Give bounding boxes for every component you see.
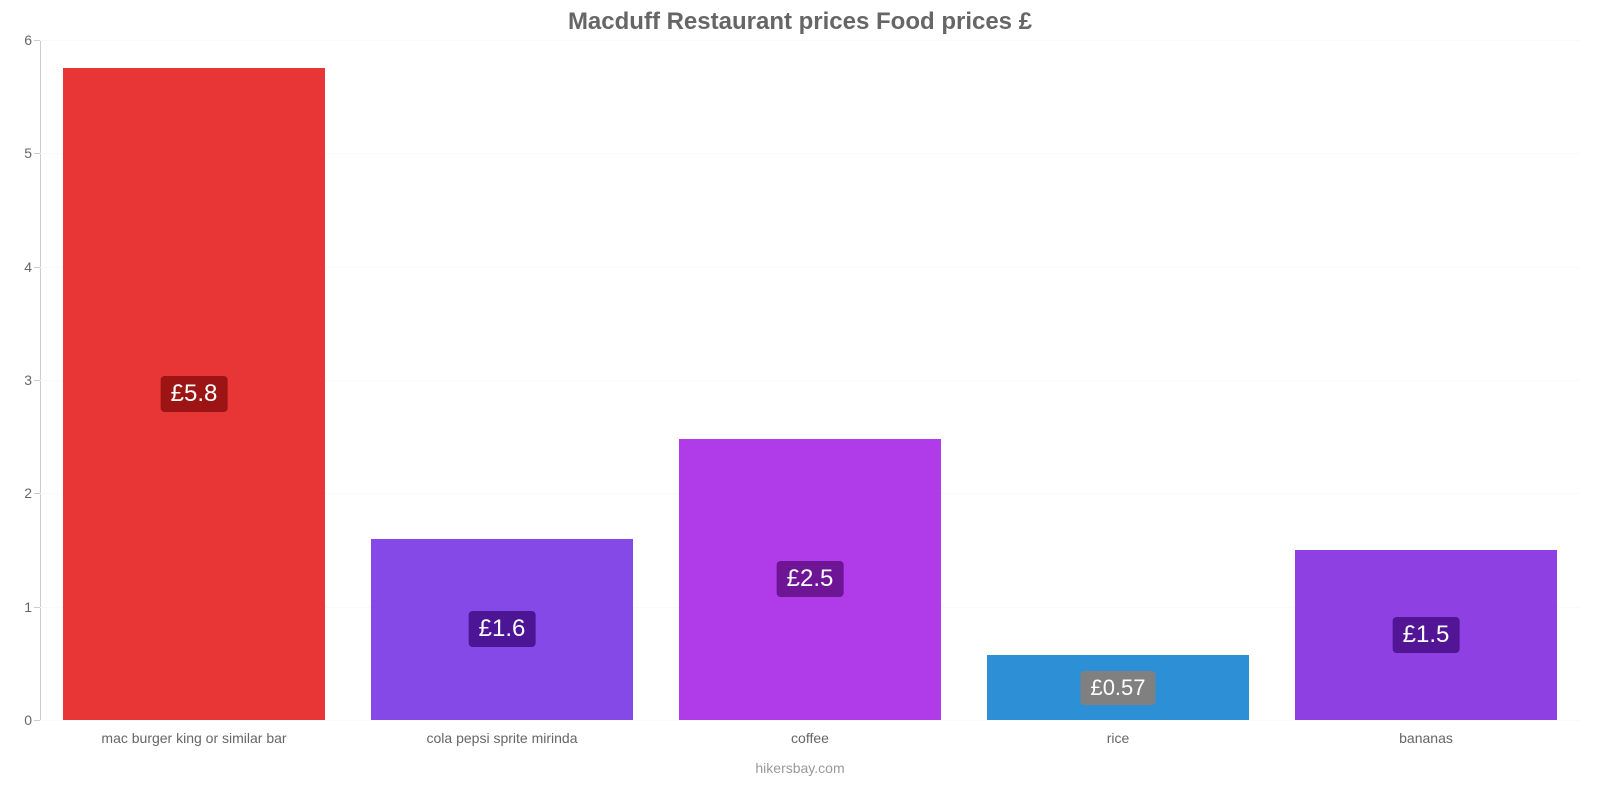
x-tick-label: bananas xyxy=(1399,720,1453,746)
x-tick-label: cola pepsi sprite mirinda xyxy=(427,720,578,746)
bar-value-label: £2.5 xyxy=(777,561,844,597)
y-tick-label: 0 xyxy=(24,712,40,728)
bar: £2.5 xyxy=(679,439,941,720)
x-tick-label: coffee xyxy=(791,720,829,746)
y-tick-label: 1 xyxy=(24,599,40,615)
plot-area: 0123456£5.8mac burger king or similar ba… xyxy=(40,40,1580,720)
y-tick-label: 5 xyxy=(24,145,40,161)
bar-value-label: £5.8 xyxy=(161,376,228,412)
y-tick-label: 4 xyxy=(24,259,40,275)
bar-value-label: £1.5 xyxy=(1393,617,1460,653)
chart-container: Macduff Restaurant prices Food prices £ … xyxy=(0,0,1600,800)
bar-value-label: £1.6 xyxy=(469,611,536,647)
bar: £1.6 xyxy=(371,539,633,720)
bar: £5.8 xyxy=(63,68,325,720)
bar: £1.5 xyxy=(1295,550,1557,720)
y-tick-label: 3 xyxy=(24,372,40,388)
bar-value-label: £0.57 xyxy=(1080,671,1155,705)
bar: £0.57 xyxy=(987,655,1249,720)
y-tick-label: 6 xyxy=(24,32,40,48)
x-tick-label: rice xyxy=(1107,720,1130,746)
grid-line xyxy=(40,40,1580,41)
y-tick-label: 2 xyxy=(24,485,40,501)
chart-title: Macduff Restaurant prices Food prices £ xyxy=(0,8,1600,36)
chart-footer: hikersbay.com xyxy=(0,760,1600,776)
x-tick-label: mac burger king or similar bar xyxy=(101,720,286,746)
